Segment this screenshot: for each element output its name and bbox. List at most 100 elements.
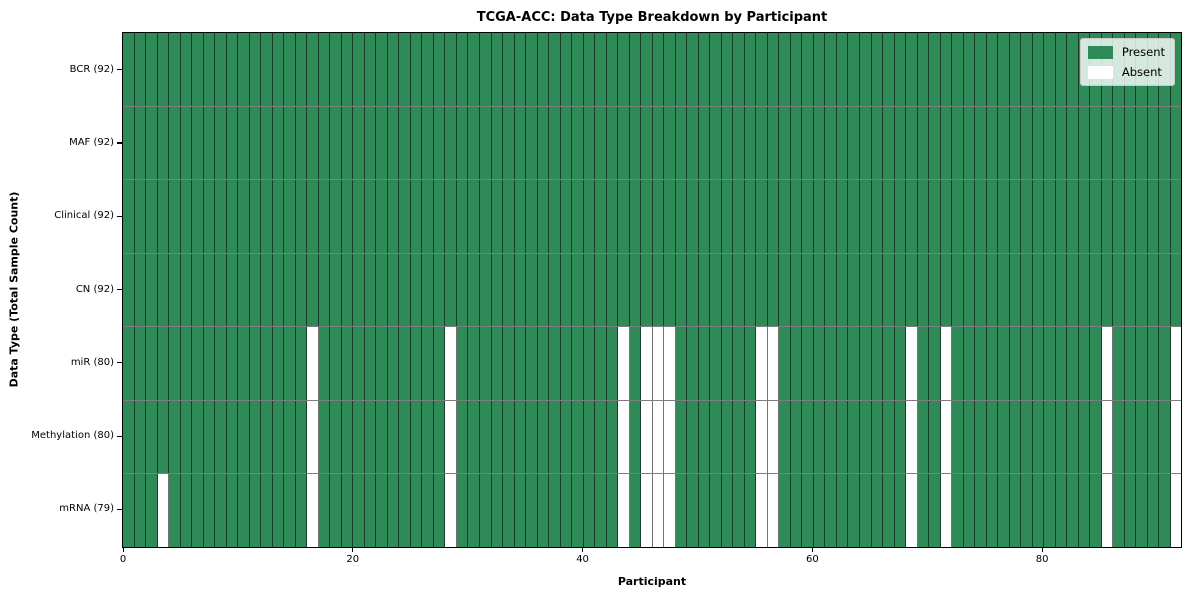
- cell-present: [1078, 474, 1091, 548]
- cell-present: [410, 400, 423, 474]
- cell-present: [1101, 253, 1114, 327]
- cell-present: [790, 327, 803, 400]
- cell-present: [595, 106, 607, 180]
- cell-present: [1159, 474, 1171, 548]
- cell-present: [1170, 253, 1182, 327]
- cell-present: [387, 400, 400, 474]
- cell-present: [318, 106, 331, 180]
- cell-present: [698, 327, 711, 400]
- cell-present: [318, 180, 331, 253]
- cell-present: [387, 180, 400, 253]
- cell-present: [215, 33, 227, 106]
- cell-present: [698, 180, 711, 253]
- cell-present: [1067, 327, 1079, 400]
- cell-present: [1032, 106, 1045, 180]
- cell-present: [249, 253, 262, 327]
- cell-present: [1009, 253, 1022, 327]
- cell-present: [894, 327, 907, 400]
- cell-present: [860, 180, 872, 253]
- cell-present: [779, 474, 791, 548]
- cell-present: [433, 327, 446, 400]
- cell-present: [330, 33, 342, 106]
- cell-present: [721, 180, 734, 253]
- cell-present: [744, 180, 757, 253]
- cell-present: [721, 33, 734, 106]
- cell-present: [514, 253, 527, 327]
- cell-present: [1147, 253, 1160, 327]
- cell-present: [157, 400, 170, 474]
- cell-present: [1090, 327, 1102, 400]
- cell-present: [272, 327, 285, 400]
- cell-present: [238, 180, 250, 253]
- cell-present: [353, 33, 365, 106]
- cell-present: [514, 180, 527, 253]
- cell-absent: [1170, 400, 1182, 474]
- y-tick-label: Clinical (92): [54, 210, 114, 222]
- cell-present: [169, 327, 181, 400]
- cell-present: [664, 33, 676, 106]
- cell-present: [871, 474, 884, 548]
- cell-present: [226, 33, 239, 106]
- cell-present: [710, 253, 722, 327]
- cell-absent: [1101, 474, 1114, 548]
- cell-present: [963, 33, 976, 106]
- cell-present: [284, 400, 296, 474]
- cell-present: [226, 474, 239, 548]
- cell-present: [491, 400, 504, 474]
- cell-present: [468, 253, 480, 327]
- cell-present: [813, 253, 826, 327]
- cell-present: [848, 474, 860, 548]
- cell-present: [387, 33, 400, 106]
- cell-present: [1159, 180, 1171, 253]
- cell-present: [410, 33, 423, 106]
- cell-present: [790, 180, 803, 253]
- cell-present: [1147, 180, 1160, 253]
- cell-present: [883, 180, 895, 253]
- cell-present: [376, 253, 388, 327]
- y-tick-label: Methylation (80): [31, 430, 114, 442]
- cell-present: [1136, 106, 1148, 180]
- cell-present: [929, 327, 941, 400]
- cell-present: [952, 400, 964, 474]
- cell-present: [272, 180, 285, 253]
- cell-present: [364, 33, 377, 106]
- cell-present: [180, 33, 193, 106]
- cell-absent: [756, 327, 768, 400]
- cell-present: [318, 33, 331, 106]
- cell-present: [330, 180, 342, 253]
- cell-present: [1009, 106, 1022, 180]
- cell-present: [503, 33, 515, 106]
- cell-present: [675, 33, 688, 106]
- cell-present: [468, 400, 480, 474]
- cell-present: [238, 106, 250, 180]
- cell-present: [399, 474, 411, 548]
- cell-absent: [664, 327, 676, 400]
- cell-present: [572, 106, 584, 180]
- cell-present: [1055, 327, 1068, 400]
- cell-present: [284, 253, 296, 327]
- legend: Present Absent: [1079, 38, 1175, 86]
- cell-present: [353, 106, 365, 180]
- cell-present: [295, 253, 308, 327]
- cell-present: [894, 400, 907, 474]
- cell-present: [1159, 400, 1171, 474]
- cell-present: [583, 106, 596, 180]
- cell-present: [1067, 106, 1079, 180]
- cell-present: [1044, 400, 1056, 474]
- cell-present: [802, 474, 814, 548]
- cell-present: [503, 253, 515, 327]
- cell-present: [514, 106, 527, 180]
- cell-present: [261, 33, 273, 106]
- cell-present: [261, 400, 273, 474]
- cell-present: [848, 106, 860, 180]
- cell-present: [526, 400, 538, 474]
- cell-present: [526, 180, 538, 253]
- plot-area: Present Absent: [122, 32, 1182, 548]
- cell-present: [123, 33, 135, 106]
- cell-present: [445, 253, 457, 327]
- cell-present: [491, 474, 504, 548]
- cell-present: [687, 106, 699, 180]
- cell-present: [284, 33, 296, 106]
- cell-present: [169, 253, 181, 327]
- cell-present: [767, 106, 780, 180]
